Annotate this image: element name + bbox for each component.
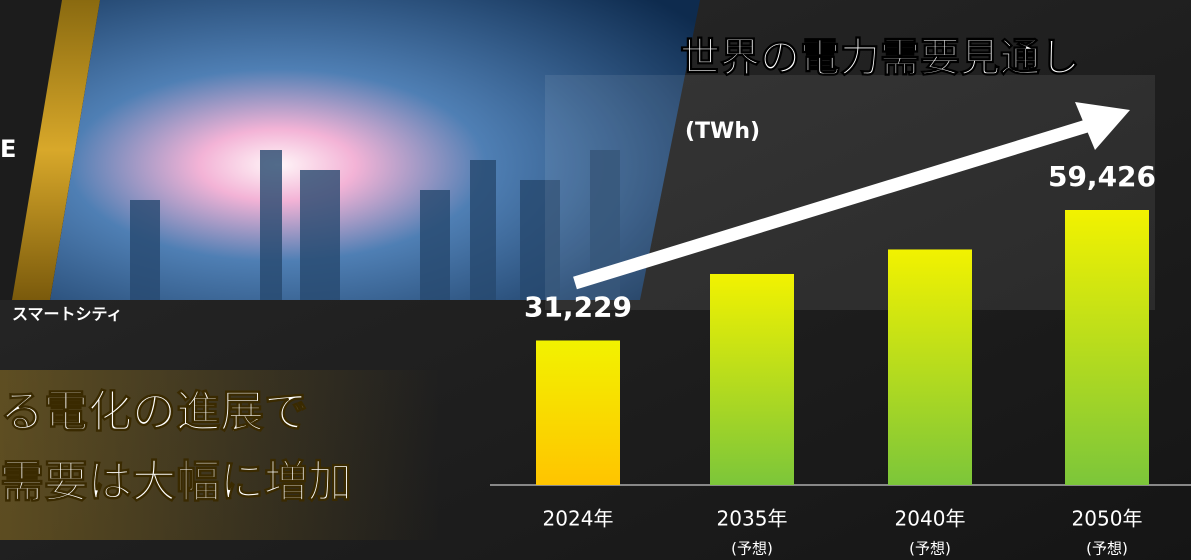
x-tick-note: (予想) (909, 540, 951, 558)
x-tick-note: (予想) (1086, 540, 1128, 558)
corner-text: E (0, 135, 16, 163)
bar (888, 249, 972, 485)
chart-title: 世界の電力需要見通し (680, 35, 1080, 81)
x-tick-label: 2035年 (717, 507, 788, 531)
value-label: 59,426 (1048, 160, 1156, 193)
value-label: 31,229 (524, 290, 632, 323)
bar (710, 274, 794, 485)
x-tick-label: 2050年 (1072, 507, 1143, 531)
headline-line: る電化の進展で (0, 387, 308, 438)
x-tick-label: 2040年 (895, 507, 966, 531)
unit-label: (TWh) (685, 119, 760, 144)
x-tick-label: 2024年 (543, 507, 614, 531)
bar (1065, 210, 1149, 485)
chart: E スマートシティ る電化の進展で 需要は大幅に増加 世界の電力需要見通し (T… (0, 0, 1191, 560)
bar (536, 340, 620, 485)
headline-line: 需要は大幅に増加 (0, 457, 352, 508)
x-tick-note: (予想) (731, 540, 773, 558)
page: E スマートシティ る電化の進展で 需要は大幅に増加 世界の電力需要見通し (T… (0, 0, 1191, 560)
photo-caption: スマートシティ (12, 305, 123, 324)
